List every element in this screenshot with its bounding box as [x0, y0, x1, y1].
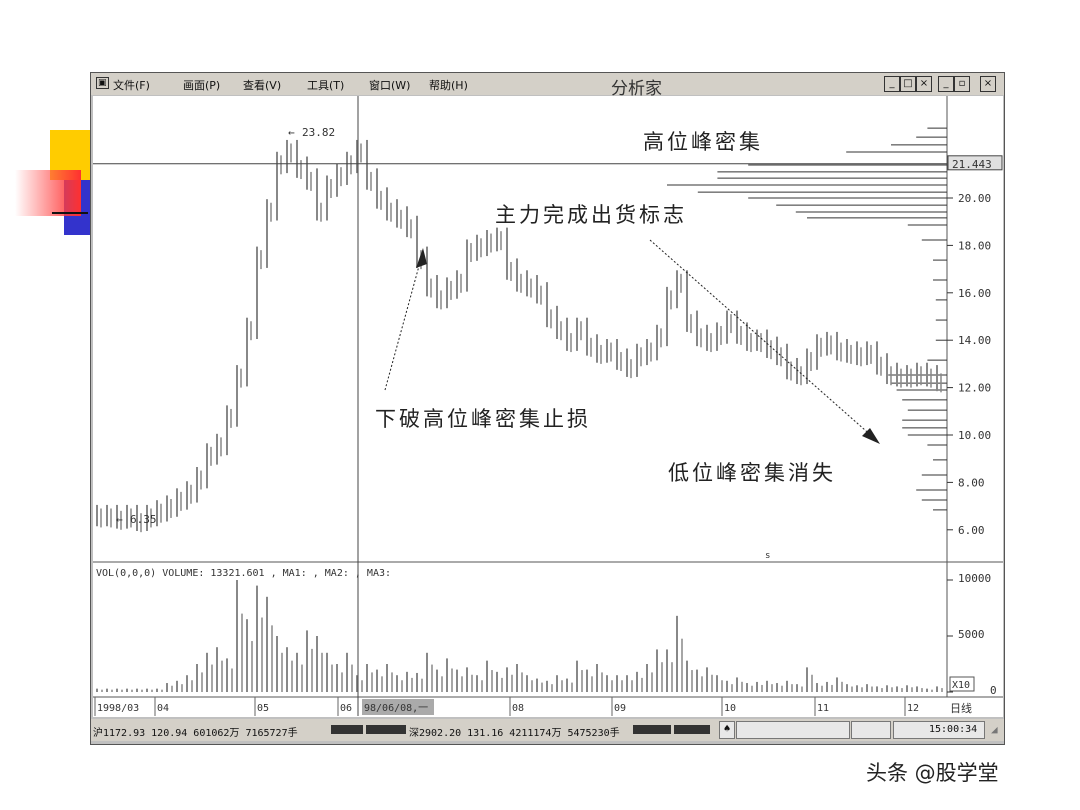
volume-tick-label: 5000 — [958, 628, 985, 641]
annotation-stop-loss: 下破高位峰密集止损 — [375, 407, 591, 431]
menu-help[interactable]: 帮助(H) — [429, 79, 468, 92]
price-tick-label: 12.00 — [958, 382, 991, 395]
crosshair-price-label: 21.443 — [952, 158, 992, 171]
annotation-high-peak: 高位峰密集 — [643, 130, 763, 154]
crosshair-price-box — [947, 155, 1003, 171]
menu-window[interactable]: 窗口(W) — [369, 79, 411, 92]
crosshair-date-box — [362, 699, 434, 715]
high-arrow-icon: ← — [288, 126, 295, 139]
period-label[interactable]: 日线 — [950, 701, 972, 715]
status-bar: 沪1172.93 120.94 601062万 7165727手 深2902.2… — [91, 719, 1004, 741]
deco-line — [52, 212, 88, 214]
shenzhen-index: 深2902.20 131.16 4211174万 5475230手 — [409, 728, 620, 739]
price-tick-label: 16.00 — [958, 287, 991, 300]
shanghai-index: 沪1172.93 120.94 601062万 7165727手 — [93, 728, 298, 739]
arrow-up — [384, 248, 427, 391]
status-field-3 — [893, 721, 985, 739]
price-tick-label: 10.00 — [958, 429, 991, 442]
sh-bar-2 — [366, 725, 406, 734]
volume-multiplier-box — [949, 676, 975, 692]
date-tick-label: 05 — [257, 703, 269, 714]
menu-view[interactable]: 查看(V) — [243, 79, 282, 92]
price-tick-label: 8.00 — [958, 476, 985, 489]
price-tick-label: 14.00 — [958, 334, 991, 347]
app-icon[interactable]: ▣ — [96, 77, 109, 89]
maximize-button[interactable]: □ — [900, 76, 916, 92]
date-tick-label: 1998/03 — [97, 703, 139, 714]
status-field-2 — [851, 721, 891, 739]
date-tick-label: 08 — [512, 703, 524, 714]
date-tick-label: 04 — [157, 703, 169, 714]
clock: 15:00:34 — [929, 724, 978, 735]
price-tick-label: 18.00 — [958, 239, 991, 252]
window-title: 分析家 — [611, 79, 662, 99]
low-arrow-icon: ← — [116, 513, 123, 526]
watermark: 头条 @股学堂 — [866, 761, 999, 785]
chart-background — [93, 96, 1003, 717]
date-tick-label: 09 — [614, 703, 626, 714]
volume-header: VOL(0,0,0) VOLUME: 13321.601 , MA1: , MA… — [96, 568, 391, 579]
annotation-low-peak-vanish: 低位峰密集消失 — [668, 461, 836, 485]
sz-bar-2 — [674, 725, 710, 734]
doc-close-button[interactable]: × — [980, 76, 996, 92]
minimize-button[interactable]: _ — [884, 76, 900, 92]
volume-multiplier: X10 — [952, 680, 970, 691]
doc-minimize-button[interactable]: _ — [938, 76, 954, 92]
deco-red-gradient — [15, 170, 81, 216]
annotation-distribution-done: 主力完成出货标志 — [495, 203, 687, 227]
status-field-1 — [736, 721, 850, 739]
doc-restore-button[interactable]: ▫ — [954, 76, 970, 92]
alert-icon[interactable]: ♠ — [719, 721, 735, 739]
volume-tick-label: 0 — [990, 684, 997, 697]
sh-bar-1 — [331, 725, 363, 734]
menu-view-screen[interactable]: 画面(P) — [183, 79, 221, 92]
low-label: 6.35 — [130, 513, 157, 526]
date-tick-label: 10 — [724, 703, 736, 714]
marker-s: s — [765, 551, 770, 561]
date-tick-label: 06 — [340, 703, 352, 714]
date-tick-label: 11 — [817, 703, 829, 714]
arrow-down — [649, 239, 880, 444]
menu-tools[interactable]: 工具(T) — [307, 79, 345, 92]
high-label: 23.82 — [302, 126, 335, 139]
volume-tick-label: 10000 — [958, 572, 991, 585]
date-tick-label: 12 — [907, 703, 919, 714]
resize-grip-icon[interactable]: ◢ — [991, 723, 998, 736]
menu-file[interactable]: 文件(F) — [113, 79, 150, 92]
close-button[interactable]: × — [916, 76, 932, 92]
crosshair-date-label: 98/06/08,一 — [364, 703, 428, 714]
sz-bar-1 — [633, 725, 671, 734]
price-tick-label: 20.00 — [958, 192, 991, 205]
title-bar: ▣ 文件(F) 画面(P) 查看(V) 工具(T) 窗口(W) 帮助(H) 分析… — [91, 73, 1004, 99]
price-tick-label: 6.00 — [958, 524, 985, 537]
